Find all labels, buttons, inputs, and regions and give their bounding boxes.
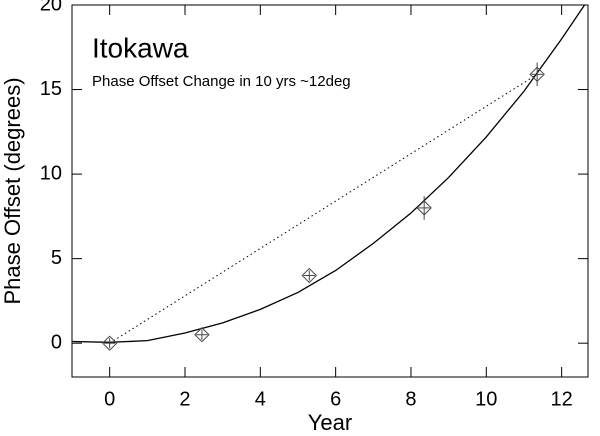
x-tick-label: 4 [255, 388, 266, 410]
point [194, 327, 210, 343]
plot-frame [71, 4, 589, 378]
y-tick-label: 5 [51, 247, 62, 269]
fit-curve [72, 5, 586, 343]
x-axis-label: Year [308, 410, 352, 435]
point [529, 66, 545, 83]
y-tick-label: 15 [40, 78, 62, 100]
y-tick-label: 10 [40, 162, 62, 184]
y-axis-label: Phase Offset (degrees) [0, 77, 25, 304]
y-tick-label: 0 [51, 331, 62, 353]
point [101, 335, 118, 351]
y-tick-label: 20 [40, 0, 62, 15]
x-tick-label: 8 [405, 388, 416, 410]
x-tick-label: 6 [330, 388, 341, 410]
x-tick-label: 2 [179, 388, 190, 410]
chart-subtitle: Phase Offset Change in 10 yrs ~12deg [92, 73, 351, 90]
x-tick-label: 0 [104, 388, 115, 410]
dotted-line [109, 73, 538, 344]
point [416, 200, 432, 216]
chart-title: Itokawa [92, 32, 189, 63]
x-tick-label: 12 [551, 388, 573, 410]
x-tick-label: 10 [475, 388, 497, 410]
plot-area [72, 5, 586, 351]
point [301, 267, 317, 284]
